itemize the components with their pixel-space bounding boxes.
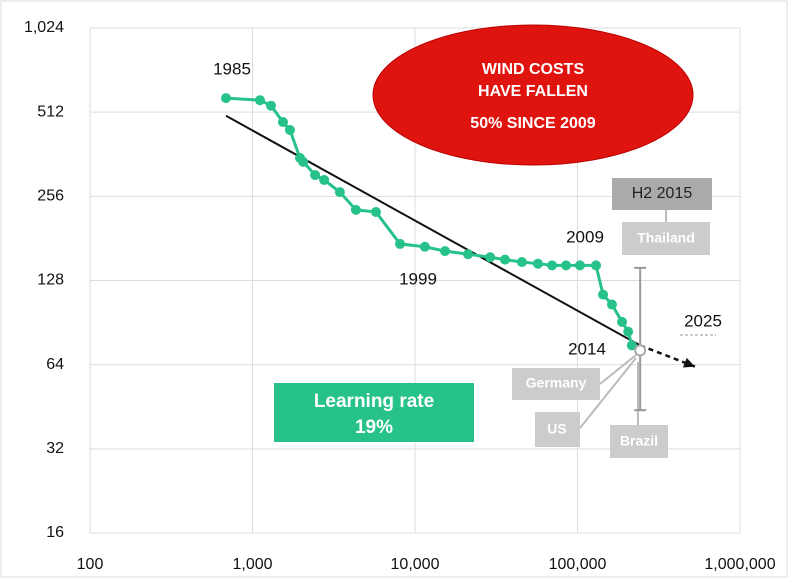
point [266,100,277,111]
point [419,241,430,252]
point [606,299,617,310]
annotation: 2025 [684,311,722,330]
y-tick-label: 1,024 [24,19,64,36]
label-text: Brazil [620,433,658,449]
point [626,340,637,351]
y-tick-label: 32 [46,440,64,457]
annotation: 1999 [399,269,437,288]
trend-line [225,114,641,347]
label-box [512,368,600,400]
estimate-point [634,344,647,357]
point [334,187,345,198]
point [516,257,527,268]
callout-text: 50% SINCE 2009 [470,115,596,132]
label-box [610,425,668,458]
x-tick-label: 1,000,000 [704,556,775,573]
y-tick-label: 16 [46,524,64,541]
label-box [535,412,580,447]
connectors [579,210,667,429]
point [561,260,572,271]
label-box [612,178,712,210]
point [298,156,309,167]
y-tick-label: 128 [37,272,64,289]
point [370,207,381,218]
annotation: 2014 [568,339,606,358]
learning-text: Learning rate [314,391,434,412]
y-tick-label: 64 [46,356,64,373]
point [440,246,451,257]
point [319,174,330,185]
label-text: US [547,421,566,437]
point [500,254,511,265]
x-tick-label: 100 [77,556,104,573]
label-text: H2 2015 [632,185,693,202]
point [617,316,628,327]
point [310,170,321,181]
label-text: Thailand [637,230,695,246]
point [254,95,265,106]
callout-ellipse [372,24,694,166]
callout-text: HAVE FALLEN [478,83,588,100]
point [277,117,288,128]
point [574,260,585,271]
annotation: 1985 [213,59,251,78]
point [395,238,406,249]
point [284,125,295,136]
point [591,260,602,271]
point [221,93,232,104]
point [598,289,609,300]
callout-text: WIND COSTS [482,61,585,78]
point [463,249,474,260]
point [485,252,496,263]
point [547,260,558,271]
label-text: Germany [526,375,587,391]
label-box [622,222,710,255]
point [532,258,543,269]
x-tick-label: 10,000 [391,556,440,573]
learning-box [274,383,474,442]
x-tick-label: 100,000 [549,556,607,573]
point [623,326,634,337]
y-tick-label: 512 [37,103,64,120]
y-tick-label: 256 [37,188,64,205]
annotation: 2009 [566,227,604,246]
point [350,204,361,215]
learning-text: 19% [355,417,393,438]
arrow-head [682,357,695,368]
x-tick-label: 1,000 [232,556,272,573]
